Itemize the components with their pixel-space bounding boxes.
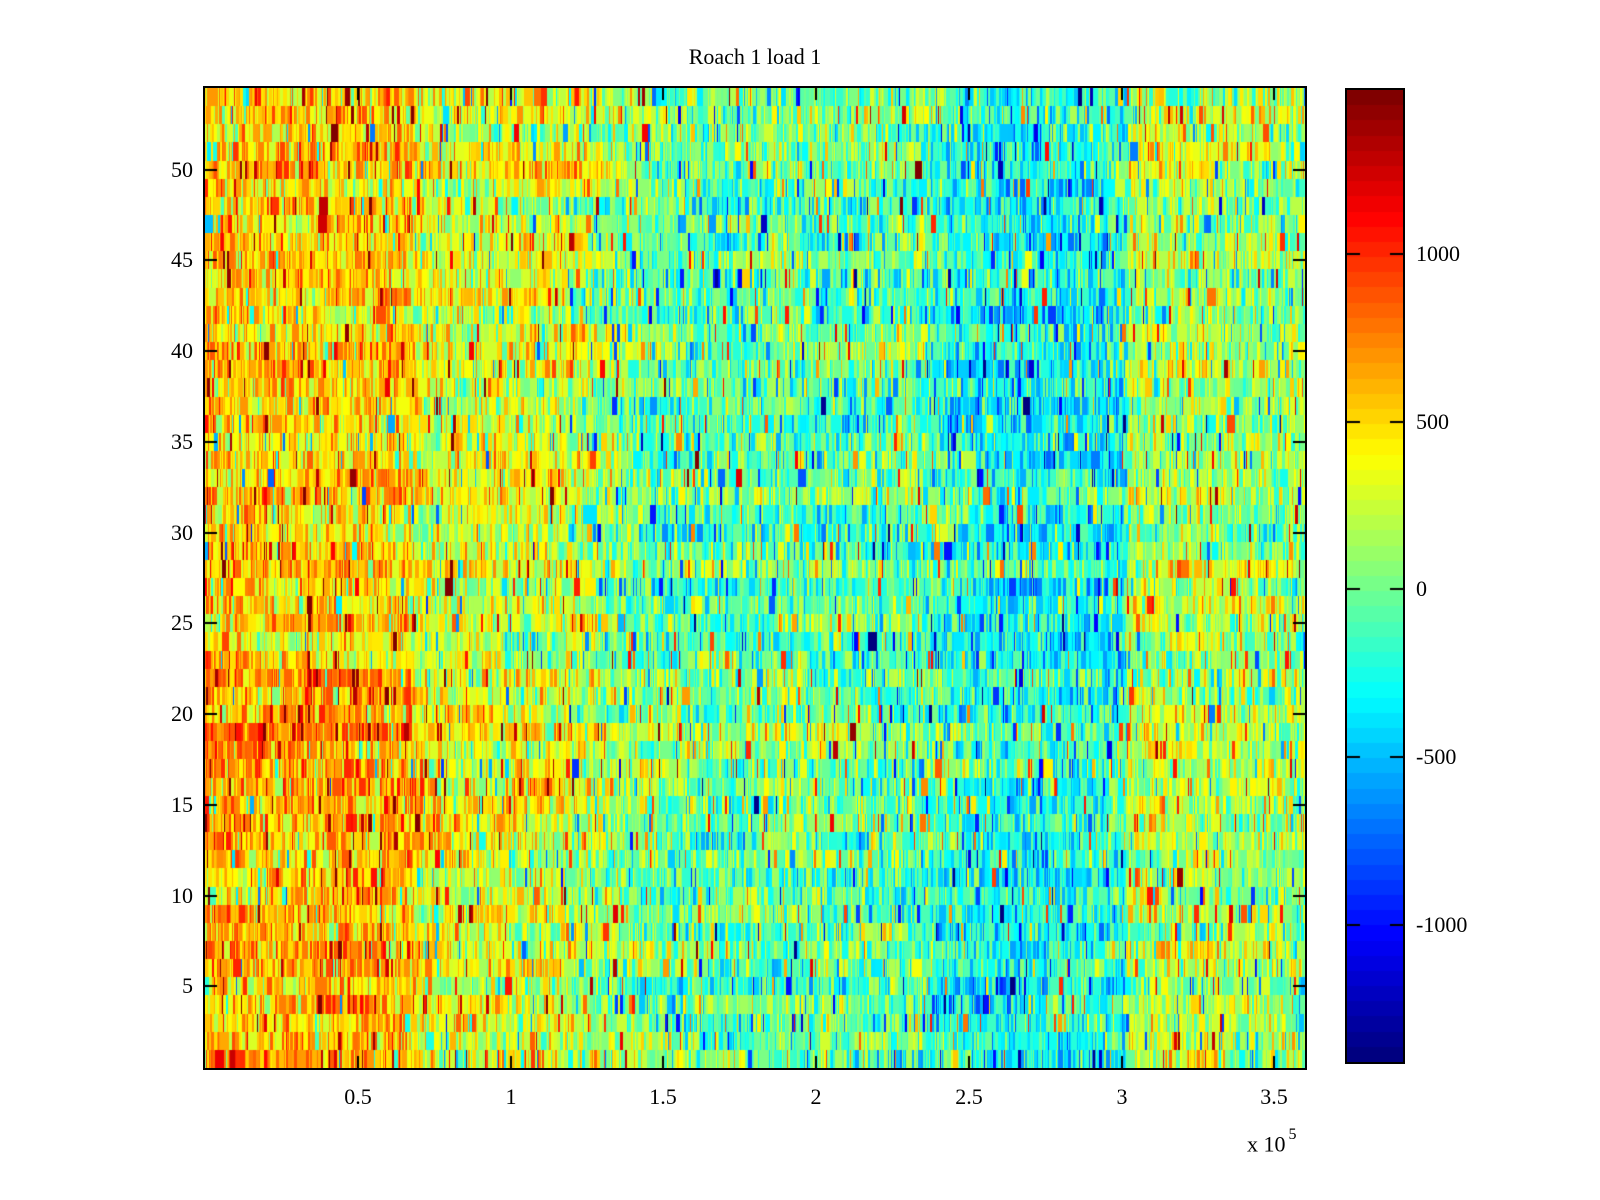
x-axis-exponent-power: 5	[1288, 1126, 1297, 1143]
heatmap-plot-area	[203, 86, 1307, 1070]
x-tick-label: 3.5	[1260, 1084, 1288, 1109]
colorbar-tick-label: -500	[1416, 744, 1457, 769]
y-tick-label: 15	[171, 792, 193, 817]
y-tick-label: 10	[171, 883, 193, 908]
x-tick-label: 2.5	[955, 1084, 983, 1109]
x-axis-exponent-base: x 10	[1247, 1131, 1286, 1157]
colorbar	[1345, 88, 1405, 1064]
y-tick-label: 45	[171, 247, 193, 272]
colorbar-canvas	[1347, 90, 1403, 1062]
heatmap-canvas	[205, 88, 1305, 1068]
y-tick-label: 25	[171, 610, 193, 635]
y-tick-label: 35	[171, 429, 193, 454]
x-tick-label: 1	[505, 1084, 517, 1109]
y-tick-label: 30	[171, 520, 193, 545]
y-tick-label: 5	[182, 973, 193, 998]
y-tick-label: 20	[171, 701, 193, 726]
colorbar-tick-label: 500	[1416, 409, 1449, 434]
x-axis-exponent: x 10 5	[1247, 1126, 1297, 1157]
x-tick-label: 2	[810, 1084, 822, 1109]
colorbar-tick-label: 1000	[1416, 241, 1460, 266]
x-tick-label: 3	[1116, 1084, 1128, 1109]
x-tick-label: 1.5	[649, 1084, 677, 1109]
y-tick-label: 40	[171, 338, 193, 363]
colorbar-tick-label: 0	[1416, 576, 1427, 601]
y-tick-label: 50	[171, 157, 193, 182]
x-tick-label: 0.5	[344, 1084, 372, 1109]
colorbar-tick-label: -1000	[1416, 912, 1468, 937]
plot-title: Roach 1 load 1	[688, 44, 822, 69]
